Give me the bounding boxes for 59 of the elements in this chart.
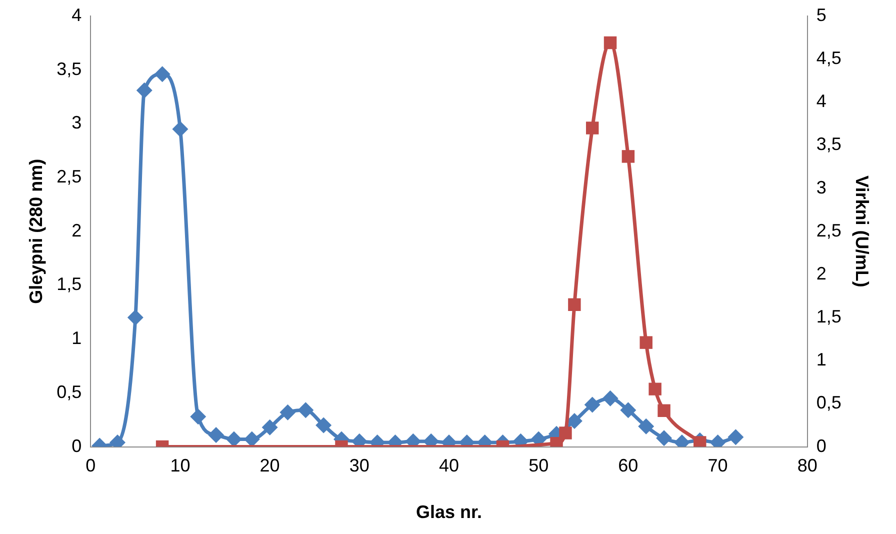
y2-tick-label: 1,5 (816, 306, 842, 327)
x-tick-label: 50 (528, 456, 549, 476)
x-tick-label: 80 (797, 456, 818, 476)
x-tick-label: 70 (708, 456, 728, 476)
x-tick-label: 60 (618, 456, 638, 476)
y2-tick-label: 4,5 (816, 48, 842, 68)
x-axis-title: Glas nr. (416, 502, 482, 522)
y2-tick-label: 3 (816, 177, 826, 198)
point (656, 430, 672, 446)
point (728, 429, 744, 446)
y2-tick-label: 4 (816, 91, 826, 112)
y-tick-label: 2,5 (56, 166, 82, 187)
point (190, 408, 206, 425)
point (622, 150, 635, 163)
y-tick-label: 3 (72, 112, 82, 133)
point (648, 382, 662, 396)
point (568, 298, 581, 311)
point (658, 404, 670, 417)
y2-tick-label: 0 (816, 436, 826, 456)
x-tick-label: 10 (170, 456, 190, 476)
y-axis-title: Gleypni (280 nm) (26, 158, 46, 304)
y2-axis-title: Virkni (U/mL) (852, 176, 872, 288)
point (316, 417, 332, 434)
point (640, 336, 652, 349)
y2-tick-label: 1 (816, 350, 826, 370)
point (172, 121, 188, 138)
point (262, 419, 278, 436)
x-tick-label: 30 (349, 456, 370, 476)
point (602, 390, 618, 406)
y2-tick-label: 3,5 (816, 134, 842, 154)
point (604, 36, 617, 50)
point (638, 418, 654, 434)
x-tick-label: 40 (438, 456, 460, 476)
y-tick-label: 0 (72, 436, 82, 456)
y-tick-label: 3,5 (56, 58, 82, 79)
y-tick-label: 4 (72, 4, 82, 25)
point (620, 402, 636, 418)
x-tick-label: 0 (86, 456, 96, 476)
point (154, 66, 170, 82)
point (586, 122, 599, 134)
point (584, 396, 600, 413)
y-tick-label: 0,5 (56, 382, 82, 402)
point (127, 310, 144, 326)
point (226, 431, 242, 447)
y2-tick-label: 2 (816, 263, 826, 284)
y-tick-label: 2 (72, 220, 82, 240)
point (208, 426, 224, 443)
point (244, 431, 260, 447)
y2-tick-label: 0,5 (816, 392, 842, 413)
y2-tick-label: 5 (816, 4, 826, 25)
point (559, 426, 572, 440)
y-tick-label: 1 (72, 328, 82, 348)
y2-tick-label: 2,5 (816, 220, 842, 240)
point (136, 82, 152, 98)
point (694, 436, 706, 447)
point (280, 404, 296, 420)
x-tick-label: 20 (260, 456, 280, 476)
y-tick-label: 1,5 (56, 274, 82, 294)
point (298, 402, 314, 418)
